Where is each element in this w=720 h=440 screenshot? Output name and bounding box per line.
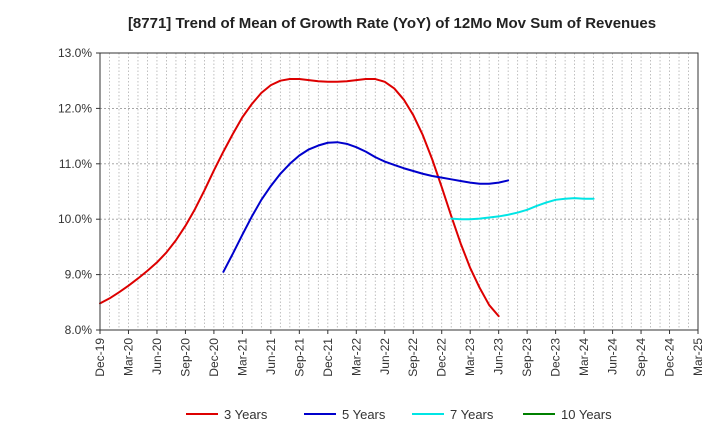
x-tick-label: Jun-23: [492, 338, 506, 375]
y-axis: 8.0% 9.0% 10.0% 11.0% 12.0% 13.0%: [58, 46, 100, 337]
x-tick-label: Mar-21: [235, 338, 249, 376]
y-tick-label: 11.0%: [59, 157, 92, 171]
x-tick-label: Mar-24: [577, 338, 591, 376]
y-tick-label: 8.0%: [65, 323, 93, 337]
plot-frame: [99, 52, 699, 331]
y-tick-label: 13.0%: [58, 46, 92, 60]
x-tick-label: Mar-25: [691, 338, 705, 376]
x-tick-label: Mar-22: [349, 338, 363, 376]
x-tick-label: Sep-24: [634, 338, 648, 377]
x-tick-label: Jun-22: [378, 338, 392, 375]
x-tick-label: Dec-24: [663, 338, 677, 377]
x-tick-label: Mar-23: [463, 338, 477, 376]
x-tick-label: Dec-22: [435, 338, 449, 377]
x-tick-label: Sep-20: [178, 338, 192, 377]
x-tick-label: Jun-20: [150, 338, 164, 375]
legend-label: 7 Years: [450, 407, 494, 422]
series-line-3-years: [99, 78, 500, 318]
series-line-5-years: [222, 141, 510, 273]
chart-title: [8771] Trend of Mean of Growth Rate (YoY…: [128, 15, 656, 32]
x-axis: Dec-19 Mar-20 Jun-20 Sep-20 Dec-20 Mar-21 Jun-…: [93, 330, 705, 377]
legend-label: 3 Years: [224, 407, 268, 422]
x-tick-label: Mar-20: [121, 338, 135, 376]
x-tick-label: Sep-21: [292, 338, 306, 377]
legend-label: 10 Years: [561, 407, 612, 422]
x-tick-label: Jun-21: [264, 338, 278, 375]
y-tick-label: 10.0%: [58, 212, 92, 226]
x-tick-label: Dec-23: [549, 338, 563, 377]
plot-area: [100, 53, 698, 330]
x-tick-label: Jun-24: [606, 338, 620, 375]
legend-label: 5 Years: [342, 407, 386, 422]
y-tick-label: 12.0%: [58, 101, 92, 115]
x-tick-label: Dec-19: [93, 338, 107, 377]
legend: 3 Years 5 Years 7 Years 10 Years: [186, 407, 612, 422]
y-tick-label: 9.0%: [65, 268, 93, 282]
x-tick-label: Sep-22: [406, 338, 420, 377]
series-line-7-years: [450, 197, 595, 221]
series-layer: [99, 78, 595, 318]
x-tick-label: Sep-23: [520, 338, 534, 377]
x-tick-label: Dec-21: [321, 338, 335, 377]
x-tick-label: Dec-20: [207, 338, 221, 377]
